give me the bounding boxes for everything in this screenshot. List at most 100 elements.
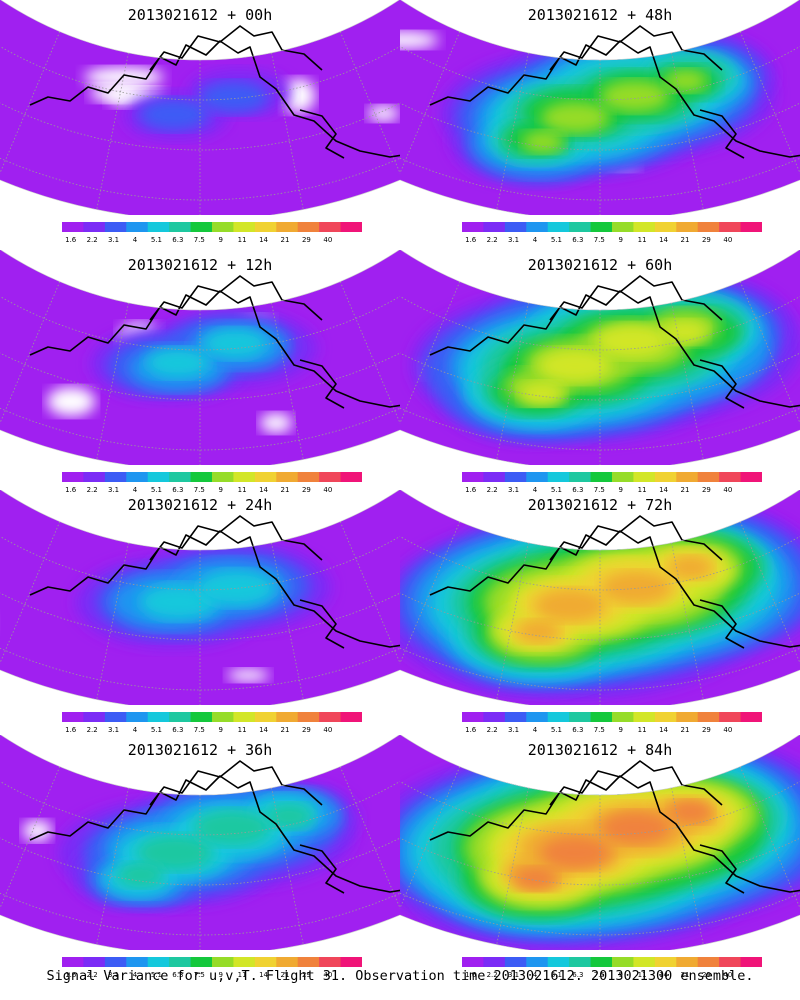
colorbar-swatch xyxy=(83,957,106,967)
colorbar-swatch xyxy=(319,472,342,482)
variance-contour-level xyxy=(139,583,218,620)
variance-field xyxy=(0,735,400,950)
colorbar-swatch xyxy=(126,472,149,482)
colorbar-swatch xyxy=(590,472,613,482)
colorbar-swatch xyxy=(297,472,320,482)
coastline xyxy=(429,515,800,649)
signal-variance-map xyxy=(0,0,400,215)
no-data-gap xyxy=(400,31,439,49)
colorbar-tick-label: 6.3 xyxy=(572,726,584,734)
colorbar-tick-label: 9 xyxy=(218,486,223,494)
colorbar-swatch xyxy=(297,712,320,722)
longitude-line xyxy=(339,521,400,670)
colorbar-swatch xyxy=(504,712,527,722)
colorbar-swatch xyxy=(62,222,84,232)
colorbar-swatch xyxy=(676,222,699,232)
domain-outline xyxy=(0,490,400,705)
variance-contour-level xyxy=(199,81,269,114)
domain-outline xyxy=(0,250,400,465)
colorbar-swatch xyxy=(719,472,742,482)
colorbar-swatch xyxy=(547,222,570,232)
colorbar-tick-label: 3.1 xyxy=(507,971,520,979)
colorbar-tick-label: 6.3 xyxy=(172,236,184,244)
domain-outline xyxy=(400,0,800,215)
graticule xyxy=(0,490,400,705)
variance-contour-level xyxy=(197,570,276,607)
variance-contour-level xyxy=(139,98,209,131)
colorbar-swatch xyxy=(147,712,170,722)
colorbar-tick-label: 40 xyxy=(323,236,333,244)
colorbar-tick-label: 29 xyxy=(301,971,311,979)
colorbar-swatch xyxy=(233,222,256,232)
longitude-line xyxy=(96,302,129,460)
colorbar-tick-label: 14 xyxy=(659,486,669,494)
colorbar-tick-label: 6.3 xyxy=(572,486,584,494)
no-data-gap xyxy=(281,78,316,113)
colorbar-swatch xyxy=(104,712,127,722)
longitude-line xyxy=(0,521,61,670)
colorbar-swatch xyxy=(633,712,656,722)
variance-contour-level xyxy=(664,69,708,92)
colorbar-tick-label: 9 xyxy=(618,971,623,979)
no-data-gap xyxy=(367,105,400,122)
no-data-gap xyxy=(226,668,270,682)
colorbar-swatch xyxy=(126,957,149,967)
colorbar-swatch xyxy=(190,712,213,722)
panel-title: 2013021612 + 36h xyxy=(127,741,273,759)
colorbar-tick-label: 21 xyxy=(680,726,690,734)
colorbar-tick-label: 4 xyxy=(132,726,138,734)
colorbar-swatch xyxy=(697,222,720,232)
longitude-line xyxy=(671,52,704,210)
longitude-line xyxy=(271,302,304,460)
colorbar-swatch xyxy=(212,222,234,232)
colorbar-tick-label: 7.5 xyxy=(593,726,605,734)
longitude-line xyxy=(400,31,461,180)
colorbar-tick-label: 9 xyxy=(218,971,223,979)
signal-variance-map xyxy=(0,250,400,465)
colorbar-swatch xyxy=(612,712,634,722)
colorbar-swatch xyxy=(526,957,549,967)
longitude-line xyxy=(0,31,61,180)
colorbar-swatch xyxy=(212,472,234,482)
colorbar-tick-label: 7.5 xyxy=(593,236,605,244)
colorbar-tick-label: 21 xyxy=(280,236,290,244)
forecast-panel: 2013021612 + 48h 1.6 2.2 3.1 4 5.1 6.3 7.5 9 11 14… xyxy=(400,0,800,250)
variance-field xyxy=(400,735,800,950)
colorbar-tick-label: 40 xyxy=(323,486,333,494)
colorbar-swatch xyxy=(697,957,720,967)
variance-contour-level xyxy=(136,835,214,871)
colorbar-swatch xyxy=(147,472,170,482)
longitude-line xyxy=(739,766,800,915)
colorbar-tick-label: 14 xyxy=(259,486,269,494)
colorbar-tick-label: 2.2 xyxy=(86,971,98,979)
colorbar-swatch xyxy=(462,712,484,722)
colorbar-swatch xyxy=(212,957,234,967)
colorbar-swatch xyxy=(254,472,277,482)
colorbar-tick-label: 1.6 xyxy=(65,486,77,494)
colorbar-tick-label: 7.5 xyxy=(193,236,205,244)
colorbar-tick-label: 4 xyxy=(532,486,538,494)
variance-contour-level xyxy=(600,80,670,113)
colorbar-swatch xyxy=(147,222,170,232)
variance-contour-level xyxy=(534,589,606,622)
colorbar-tick-label: 11 xyxy=(237,971,247,979)
colorbar-swatch xyxy=(719,957,742,967)
forecast-panel: 2013021612 + 24h 1.6 2.2 3.1 4 5.1 6.3 7.5 9 11 14… xyxy=(0,490,400,740)
colorbar-tick-label: 2.2 xyxy=(86,726,98,734)
domain-outline xyxy=(400,735,800,950)
colorbar-tick-label: 9 xyxy=(618,236,623,244)
colorbar-swatch xyxy=(126,222,149,232)
variance-field xyxy=(0,490,400,705)
colorbar-swatch xyxy=(697,472,720,482)
colorbar-tick-label: 14 xyxy=(659,726,669,734)
colorbar-swatch xyxy=(190,957,213,967)
longitude-line xyxy=(0,766,61,915)
domain-outline xyxy=(400,250,800,465)
forecast-panel: 2013021612 + 72h 1.6 2.2 3.1 4 5.1 6.3 7.5 9 11 14… xyxy=(400,490,800,740)
variance-contour-level xyxy=(668,800,713,824)
colorbar-tick-label: 4 xyxy=(132,486,138,494)
colorbar-tick-label: 5.1 xyxy=(550,236,562,244)
colorbar-swatch xyxy=(526,712,549,722)
colorbar-swatch xyxy=(654,472,677,482)
no-data-gap xyxy=(259,412,293,433)
